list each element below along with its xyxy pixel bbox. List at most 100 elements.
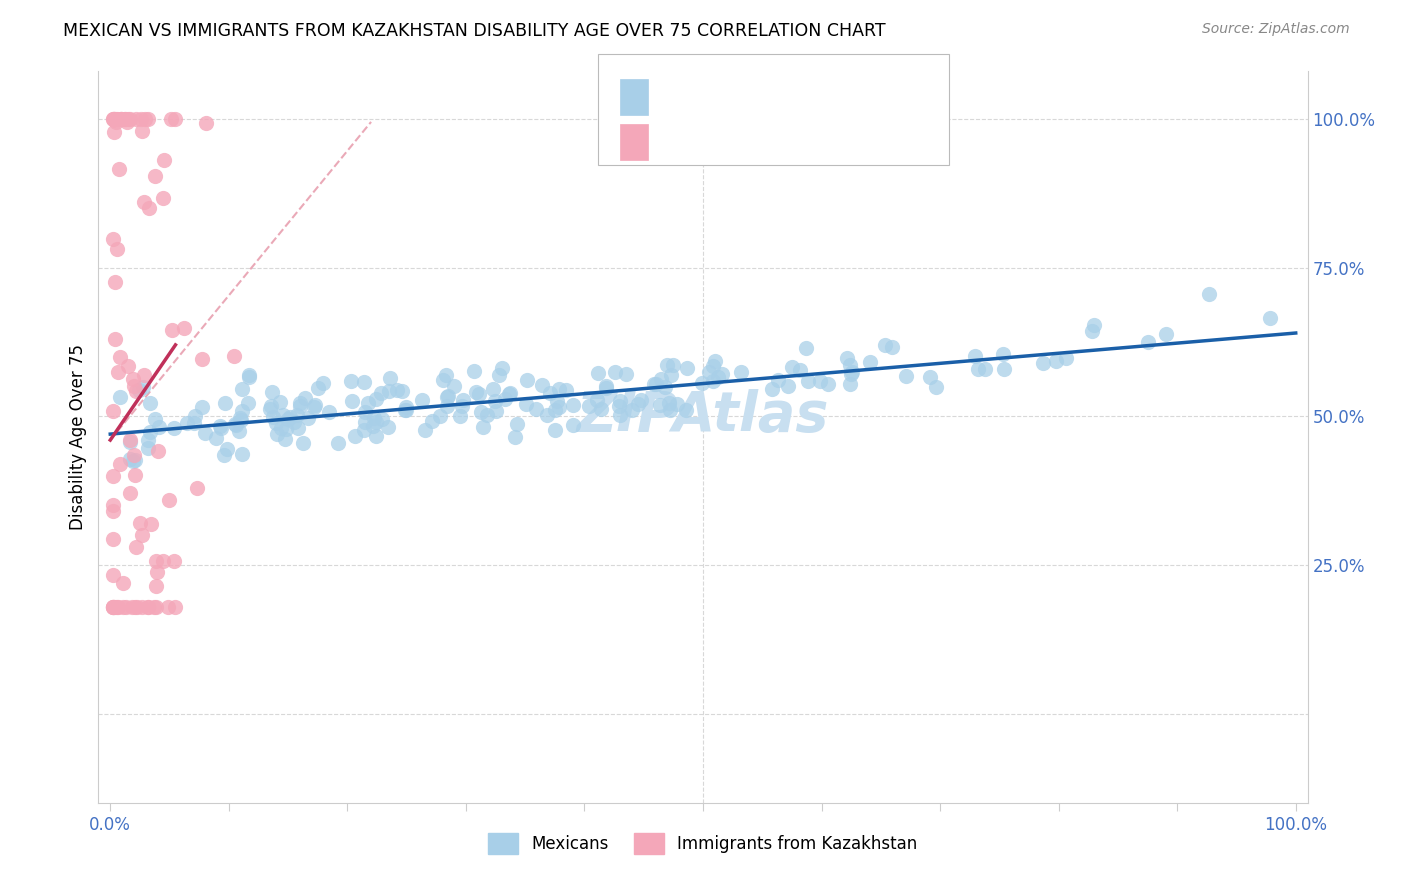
Point [494,392,516,406]
Point [269,394,291,409]
Text: 0.771: 0.771 [703,88,759,106]
Point [436,390,458,404]
Point [204,431,226,445]
Point [659,402,682,417]
Point [607,400,630,414]
Point [449,409,471,423]
Point [124,468,146,483]
Point [163,421,186,435]
Point [544,403,567,417]
Point [588,367,610,381]
Point [657,359,679,373]
Point [209,419,232,434]
Point [262,384,284,399]
Point [165,599,187,614]
Point [1258,310,1281,325]
Point [326,436,349,450]
Point [434,368,457,382]
Text: 0.278: 0.278 [703,133,761,151]
Point [794,342,817,356]
Point [183,416,205,430]
Point [191,401,214,415]
Point [1045,354,1067,368]
Point [238,369,260,384]
Text: MEXICAN VS IMMIGRANTS FROM KAZAKHSTAN DISABILITY AGE OVER 75 CORRELATION CHART: MEXICAN VS IMMIGRANTS FROM KAZAKHSTAN DI… [63,22,886,40]
Point [224,417,246,431]
Point [104,275,127,289]
Point [859,355,882,369]
Point [104,332,127,346]
Point [124,540,146,554]
Point [475,408,498,422]
Point [318,405,340,419]
Point [378,384,401,399]
Point [157,599,180,614]
Point [343,429,366,443]
Point [304,398,326,412]
Point [176,416,198,430]
Point [965,349,987,363]
Point [385,383,408,397]
Point [229,410,252,425]
Point [125,112,148,126]
Point [105,599,128,614]
Point [654,380,676,394]
Point [101,499,124,513]
Point [101,112,124,126]
Point [436,399,458,413]
Point [340,375,363,389]
Point [880,340,903,354]
Point [148,419,170,434]
Point [194,425,217,440]
Point [101,599,124,614]
Point [443,379,465,393]
Point [262,409,284,424]
Point [101,504,124,518]
Point [238,368,260,382]
Point [453,392,475,407]
Point [138,201,160,215]
Point [361,419,384,434]
Point [146,444,169,458]
Point [391,384,413,398]
Point [138,441,160,455]
Point [277,412,299,426]
Point [105,115,128,129]
Point [101,567,124,582]
Point [283,415,305,429]
Point [117,115,139,129]
Point [124,452,146,467]
Point [561,398,583,412]
Point [278,409,301,424]
Point [209,421,232,435]
Point [108,390,131,404]
Point [546,393,568,408]
Text: R =: R = [658,88,697,106]
Point [131,380,153,394]
Point [589,401,612,416]
Point [285,409,308,423]
Point [548,382,571,396]
Point [162,323,184,337]
Point [464,385,486,400]
Point [484,393,506,408]
Point [488,368,510,383]
Point [415,423,437,437]
Point [259,399,281,413]
Point [143,412,166,426]
Point [153,153,176,167]
Legend: Mexicans, Immigrants from Kazakhstan: Mexicans, Immigrants from Kazakhstan [482,827,924,860]
Point [112,599,135,614]
Point [536,408,558,422]
Point [186,481,208,495]
Point [152,554,174,568]
Point [839,376,862,391]
Point [129,516,152,531]
Point [291,436,314,450]
Point [136,112,159,126]
Point [120,452,142,467]
Point [215,442,238,457]
Point [101,599,124,614]
Point [1083,318,1105,332]
Point [485,404,508,418]
